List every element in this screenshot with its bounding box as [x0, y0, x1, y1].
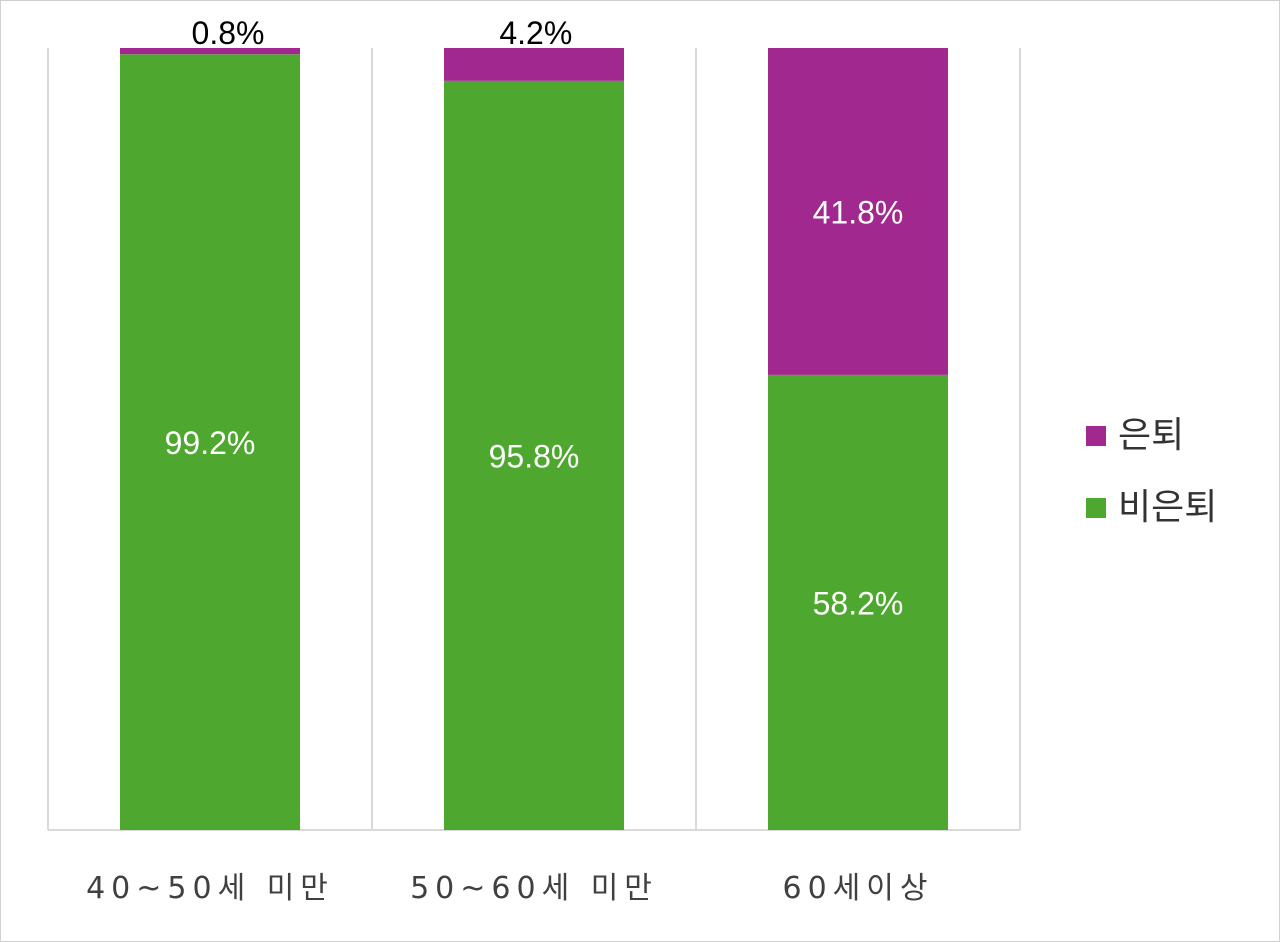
legend-swatch-not-retired	[1086, 498, 1106, 518]
x-tick-label: 40~50세 미만	[86, 871, 334, 906]
legend-label-not-retired: 비은퇴	[1118, 487, 1218, 528]
legend-swatch-retired	[1086, 426, 1106, 446]
bar-segment-retired	[120, 48, 300, 55]
x-tick-label: 60세이상	[783, 871, 934, 906]
legend-label-retired: 은퇴	[1118, 415, 1185, 456]
data-label: 0.8%	[192, 15, 265, 51]
data-label: 41.8%	[813, 194, 904, 230]
bar-segment-not-retired	[444, 80, 624, 831]
bar-segment-retired	[768, 48, 948, 375]
data-label: 58.2%	[813, 585, 904, 621]
data-label: 95.8%	[489, 438, 580, 474]
data-label: 99.2%	[165, 425, 256, 461]
x-tick-label: 50~60세 미만	[410, 871, 658, 906]
bar-segment-not-retired	[120, 54, 300, 831]
data-label: 4.2%	[499, 15, 572, 51]
bar-segment-not-retired	[768, 374, 948, 830]
bar-segment-retired	[444, 48, 624, 81]
